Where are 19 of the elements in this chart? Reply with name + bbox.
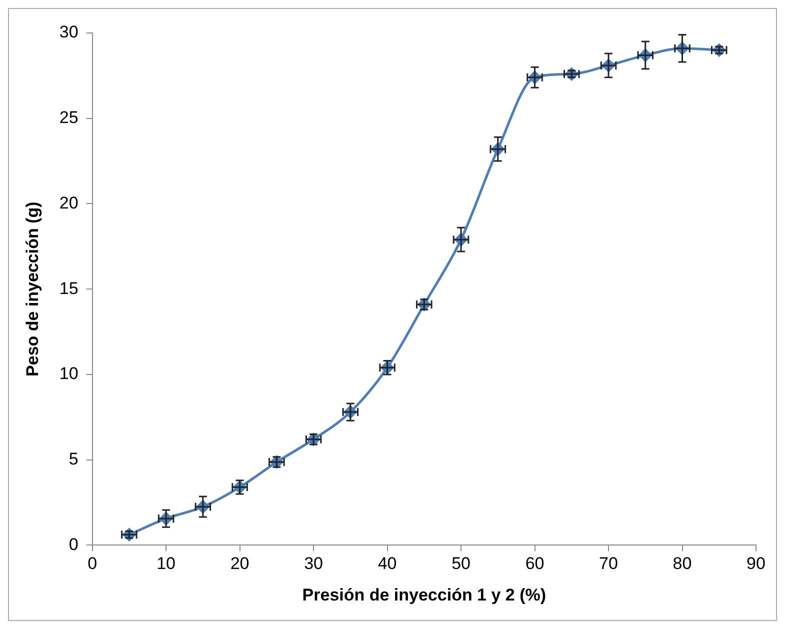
x-tick-label: 30 [304,554,323,574]
x-tick-label: 80 [672,554,692,574]
x-tick-label: 50 [452,554,470,574]
y-tick-label: 15 [59,278,78,298]
x-tick-label: 0 [88,554,98,574]
x-tick-label: 10 [156,554,176,574]
y-tick-label: 25 [59,108,78,128]
y-tick-label: 0 [68,534,78,554]
y-tick-label: 10 [59,364,78,384]
x-tick-label: 40 [378,554,397,574]
x-tick-label: 60 [525,554,544,574]
y-axis-title: Peso de inyección (g) [22,202,42,376]
y-tick-label: 5 [68,450,78,469]
y-tick-label: 20 [59,193,78,212]
x-tick-label: 90 [746,554,766,574]
x-tick-label: 70 [599,554,618,574]
x-axis-title: Presión de inyección 1 y 2 (%) [302,585,546,604]
y-tick-label: 30 [59,22,78,42]
x-tick-label: 20 [230,554,250,574]
